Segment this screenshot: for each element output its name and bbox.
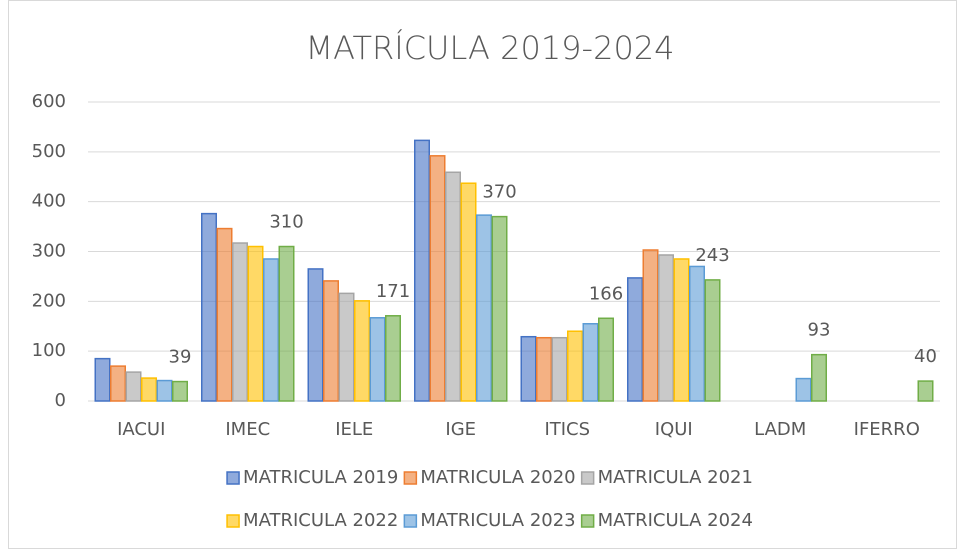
y-tick-label: 100 [32,340,66,361]
bar [354,300,370,402]
legend-swatch [226,471,240,485]
y-tick-label: 400 [32,191,66,212]
legend-label: MATRICULA 2019 [243,467,398,488]
x-tick-label: IFERRO [854,419,920,440]
y-tick-label: 500 [32,141,66,162]
bar [673,258,690,402]
bar [141,377,157,402]
x-tick-label: IMEC [225,419,270,440]
bar [201,212,217,402]
data-label: 40 [914,346,937,367]
y-tick-label: 600 [32,91,66,112]
bar [156,379,173,402]
bar [414,139,430,402]
bar [627,277,643,402]
legend-label: MATRICULA 2024 [598,510,753,531]
bar [598,317,614,402]
bar [551,336,568,402]
bar [216,227,233,402]
legend-swatch [580,471,595,485]
bar [247,245,264,402]
bar [172,380,188,402]
bar [689,265,705,402]
bar [338,292,355,402]
data-label: 370 [482,182,516,203]
bar [307,268,324,402]
data-label: 93 [808,320,831,341]
bar [385,315,401,402]
chart-title: MATRÍCULA 2019-2024 [305,29,674,67]
bar [520,335,537,402]
bar [567,330,583,402]
x-tick-label: IELE [335,419,373,440]
bar [917,380,934,402]
legend-swatch [580,514,595,528]
data-label: 166 [589,283,623,304]
legend-swatch [226,514,240,528]
x-tick-label: IACUI [117,419,165,440]
legend-label: MATRICULA 2020 [420,467,575,488]
bar [642,249,659,402]
bar [429,155,446,402]
bar [704,279,721,402]
bar [263,258,279,402]
y-tick-label: 200 [32,290,66,311]
bar [125,371,142,402]
y-tick-label: 0 [55,390,66,411]
legend-swatch [403,514,418,528]
bar [323,280,339,402]
x-tick-label: IGE [445,419,476,440]
x-tick-label: IQUI [655,419,693,440]
bar [94,357,111,402]
data-label: 310 [269,212,303,233]
bar [582,323,599,402]
data-label: 171 [376,281,410,302]
legend-label: MATRICULA 2021 [598,467,753,488]
legend-label: MATRICULA 2022 [243,510,398,531]
y-tick-label: 300 [32,241,66,262]
legend-swatch [403,471,418,485]
bar [476,214,492,402]
bar [491,215,508,402]
bar [658,254,674,402]
bar [795,377,812,402]
bar [536,336,552,402]
data-label: 39 [169,347,192,368]
data-label: 243 [695,245,729,266]
x-tick-label: LADM [754,419,806,440]
bar [460,182,477,402]
bar [278,245,295,402]
legend-label: MATRICULA 2023 [420,510,575,531]
bar [369,317,386,402]
x-tick-label: ITICS [544,419,590,440]
bar [232,242,248,402]
bar [811,353,827,402]
bar [445,171,461,402]
bar [110,365,126,402]
